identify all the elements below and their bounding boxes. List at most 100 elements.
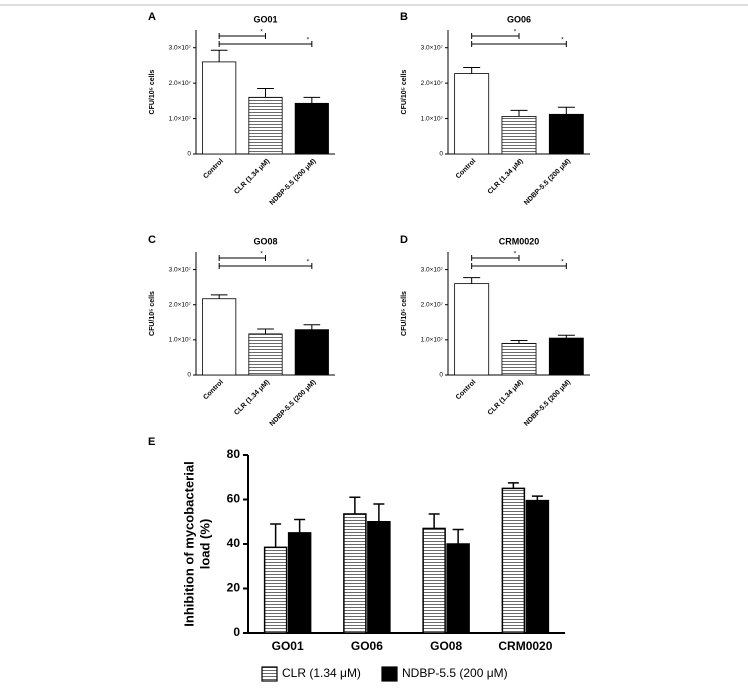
y-tick-label: 0 bbox=[187, 372, 191, 379]
bar bbox=[367, 521, 391, 634]
bar bbox=[548, 113, 584, 155]
x-tick-label: NDBP-5.5 (200 μM) bbox=[269, 379, 318, 428]
bar bbox=[248, 96, 283, 155]
legend-label: NDBP-5.5 (200 μM) bbox=[402, 666, 508, 680]
error-bar bbox=[510, 109, 528, 117]
significance-bracket bbox=[471, 41, 567, 47]
y-tick-label: 3.0×10⁷ bbox=[421, 44, 444, 51]
panel-letter: B bbox=[400, 11, 408, 23]
error-bar bbox=[210, 49, 228, 62]
y-axis-label: CFU/10⁵ cells bbox=[401, 291, 408, 336]
bar bbox=[548, 337, 584, 376]
y-axis-label: load (%) bbox=[197, 519, 212, 570]
error-bar bbox=[510, 340, 528, 344]
y-tick-label: 2.0×10⁷ bbox=[169, 301, 192, 308]
bar bbox=[287, 532, 312, 634]
panel-letter: A bbox=[148, 11, 156, 23]
y-tick-label: 3.0×10⁷ bbox=[169, 44, 192, 51]
y-tick-label: 80 bbox=[227, 447, 241, 461]
y-tick-label: 2.0×10⁷ bbox=[421, 80, 444, 87]
error-bar bbox=[507, 482, 519, 489]
significance-bracket bbox=[471, 263, 567, 269]
error-bar bbox=[257, 87, 274, 98]
x-tick-label: CLR (1.34 μM) bbox=[487, 379, 525, 417]
chart-title: CRM0020 bbox=[499, 236, 540, 246]
bar bbox=[501, 342, 537, 376]
y-axis-label: Inhibition of mycobacterial bbox=[181, 461, 196, 626]
x-tick-label: NDBP-5.5 (200 μM) bbox=[523, 379, 572, 428]
y-tick-label: 0 bbox=[233, 625, 240, 639]
error-bar bbox=[452, 528, 464, 544]
bar bbox=[454, 73, 490, 155]
y-tick-label: 1.0×10⁷ bbox=[421, 337, 444, 344]
y-tick-label: 60 bbox=[227, 492, 241, 506]
legend-label: CLR (1.34 μM) bbox=[282, 666, 361, 680]
bar bbox=[422, 527, 446, 634]
y-tick-label: 3.0×10⁷ bbox=[421, 266, 444, 273]
error-bar bbox=[428, 513, 440, 529]
x-tick-label: CLR (1.34 μM) bbox=[487, 158, 525, 196]
bar bbox=[501, 116, 537, 155]
x-tick-label: GO06 bbox=[351, 639, 383, 653]
error-bar bbox=[210, 294, 228, 299]
y-tick-label: 2.0×10⁷ bbox=[421, 301, 444, 308]
x-tick-label: Control bbox=[202, 158, 225, 181]
bar bbox=[501, 487, 526, 634]
significance-bracket bbox=[218, 255, 266, 261]
bar bbox=[454, 283, 490, 376]
y-axis-label: CFU/10⁵ cells bbox=[149, 69, 156, 114]
x-tick-label: GO08 bbox=[430, 639, 462, 653]
chart-title: GO01 bbox=[253, 14, 277, 24]
significance-label: * bbox=[260, 29, 263, 36]
significance-bracket bbox=[471, 33, 520, 39]
panel-letter: D bbox=[400, 234, 408, 246]
y-axis-label: CFU/10⁵ cells bbox=[149, 291, 156, 336]
significance-bracket bbox=[471, 255, 520, 261]
significance-label: * bbox=[514, 29, 517, 36]
bar bbox=[248, 333, 283, 376]
y-tick-label: 1.0×10⁷ bbox=[169, 115, 192, 122]
error-bar bbox=[303, 96, 321, 104]
error-bar bbox=[557, 334, 575, 339]
error-bar bbox=[463, 67, 481, 74]
error-bar bbox=[303, 324, 321, 330]
bar bbox=[202, 61, 237, 155]
x-tick-label: CRM0020 bbox=[498, 639, 552, 653]
error-bar bbox=[349, 496, 361, 514]
y-tick-label: 0 bbox=[439, 372, 443, 379]
x-tick-label: CLR (1.34 μM) bbox=[233, 379, 271, 417]
significance-label: * bbox=[514, 251, 517, 258]
y-tick-label: 40 bbox=[227, 536, 241, 550]
x-tick-label: Control bbox=[455, 379, 478, 402]
panel-letter: E bbox=[148, 436, 155, 448]
x-tick-label: Control bbox=[202, 379, 225, 402]
error-bar bbox=[557, 106, 575, 115]
error-bar bbox=[257, 328, 274, 334]
significance-label: * bbox=[260, 251, 263, 258]
y-tick-label: 3.0×10⁷ bbox=[169, 266, 192, 273]
significance-label: * bbox=[561, 259, 564, 266]
y-tick-label: 1.0×10⁷ bbox=[169, 337, 192, 344]
bar bbox=[294, 102, 329, 155]
x-tick-label: Control bbox=[455, 158, 478, 181]
y-tick-label: 0 bbox=[187, 151, 191, 158]
y-tick-label: 2.0×10⁷ bbox=[169, 80, 192, 87]
y-tick-label: 0 bbox=[439, 151, 443, 158]
x-tick-label: GO01 bbox=[272, 639, 304, 653]
legend-swatch bbox=[261, 666, 278, 682]
error-bar bbox=[531, 495, 543, 501]
significance-label: * bbox=[307, 37, 310, 44]
significance-bracket bbox=[218, 33, 266, 39]
bar bbox=[263, 546, 288, 634]
error-bar bbox=[294, 518, 306, 533]
y-axis-label: CFU/10⁵ cells bbox=[401, 69, 408, 114]
bar bbox=[525, 499, 550, 634]
x-tick-label: CLR (1.34 μM) bbox=[233, 158, 271, 196]
error-bar bbox=[270, 523, 282, 548]
bar bbox=[446, 543, 470, 634]
significance-label: * bbox=[307, 259, 310, 266]
bar bbox=[202, 298, 237, 376]
error-bar bbox=[463, 277, 481, 284]
y-tick-label: 20 bbox=[227, 581, 241, 595]
panel-letter: C bbox=[148, 234, 156, 246]
